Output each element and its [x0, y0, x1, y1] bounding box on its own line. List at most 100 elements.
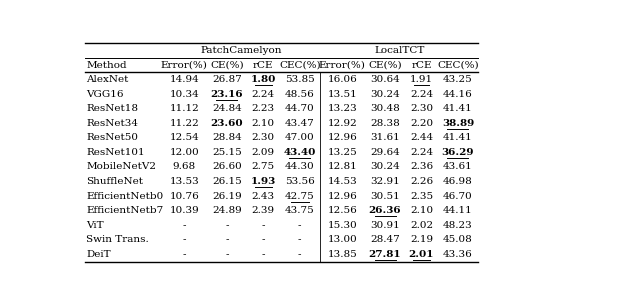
Text: 2.10: 2.10 — [410, 206, 433, 215]
Text: 30.24: 30.24 — [370, 90, 400, 99]
Text: Error(%): Error(%) — [319, 60, 366, 70]
Text: -: - — [298, 221, 301, 230]
Text: -: - — [262, 235, 265, 244]
Text: 26.87: 26.87 — [212, 75, 242, 84]
Text: 2.19: 2.19 — [410, 235, 433, 244]
Text: 14.53: 14.53 — [328, 177, 357, 186]
Text: -: - — [225, 221, 228, 230]
Text: 32.91: 32.91 — [370, 177, 400, 186]
Text: 47.00: 47.00 — [285, 133, 315, 142]
Text: 11.12: 11.12 — [170, 104, 199, 113]
Text: 43.61: 43.61 — [443, 163, 473, 171]
Text: 2.01: 2.01 — [409, 250, 435, 259]
Text: rCE: rCE — [253, 60, 273, 70]
Text: 23.16: 23.16 — [211, 90, 243, 99]
Text: -: - — [225, 235, 228, 244]
Text: ResNet34: ResNet34 — [86, 119, 138, 128]
Text: 31.61: 31.61 — [370, 133, 400, 142]
Text: -: - — [182, 235, 186, 244]
Text: 53.56: 53.56 — [285, 177, 315, 186]
Text: 28.38: 28.38 — [370, 119, 400, 128]
Text: CE(%): CE(%) — [210, 60, 244, 70]
Text: 36.29: 36.29 — [442, 148, 474, 157]
Text: 28.47: 28.47 — [370, 235, 400, 244]
Text: ResNet101: ResNet101 — [86, 148, 145, 157]
Text: LocalTCT: LocalTCT — [374, 46, 424, 55]
Text: 10.39: 10.39 — [170, 206, 199, 215]
Text: EfficientNetb7: EfficientNetb7 — [86, 206, 164, 215]
Text: 12.54: 12.54 — [170, 133, 199, 142]
Text: CEC(%): CEC(%) — [437, 60, 479, 70]
Text: 43.40: 43.40 — [284, 148, 316, 157]
Text: -: - — [262, 250, 265, 259]
Text: -: - — [182, 221, 186, 230]
Text: 30.64: 30.64 — [370, 75, 400, 84]
Text: Swin Trans.: Swin Trans. — [86, 235, 149, 244]
Text: 2.24: 2.24 — [410, 90, 433, 99]
Text: 43.75: 43.75 — [285, 206, 315, 215]
Text: 30.91: 30.91 — [370, 221, 400, 230]
Text: ResNet18: ResNet18 — [86, 104, 138, 113]
Text: Error(%): Error(%) — [161, 60, 207, 70]
Text: 25.15: 25.15 — [212, 148, 242, 157]
Text: 23.60: 23.60 — [211, 119, 243, 128]
Text: 38.89: 38.89 — [442, 119, 474, 128]
Text: 2.39: 2.39 — [252, 206, 275, 215]
Text: 48.23: 48.23 — [443, 221, 473, 230]
Text: 12.92: 12.92 — [328, 119, 357, 128]
Text: 2.30: 2.30 — [252, 133, 275, 142]
Text: ShuffleNet: ShuffleNet — [86, 177, 143, 186]
Text: 12.56: 12.56 — [328, 206, 357, 215]
Text: 2.24: 2.24 — [252, 90, 275, 99]
Text: -: - — [298, 250, 301, 259]
Text: 2.36: 2.36 — [410, 163, 433, 171]
Text: -: - — [298, 235, 301, 244]
Text: 2.26: 2.26 — [410, 177, 433, 186]
Text: 45.08: 45.08 — [443, 235, 473, 244]
Text: 30.51: 30.51 — [370, 192, 400, 201]
Text: -: - — [225, 250, 228, 259]
Text: 26.36: 26.36 — [369, 206, 401, 215]
Text: 12.00: 12.00 — [170, 148, 199, 157]
Text: 48.56: 48.56 — [285, 90, 315, 99]
Text: 1.80: 1.80 — [251, 75, 276, 84]
Text: 10.34: 10.34 — [170, 90, 199, 99]
Text: 30.48: 30.48 — [370, 104, 400, 113]
Text: 13.25: 13.25 — [328, 148, 357, 157]
Text: 10.76: 10.76 — [170, 192, 199, 201]
Text: 41.41: 41.41 — [443, 133, 473, 142]
Text: 12.96: 12.96 — [328, 192, 357, 201]
Text: 44.30: 44.30 — [285, 163, 315, 171]
Text: 28.84: 28.84 — [212, 133, 242, 142]
Text: PatchCamelyon: PatchCamelyon — [200, 46, 282, 55]
Text: 16.06: 16.06 — [328, 75, 357, 84]
Text: 43.36: 43.36 — [443, 250, 473, 259]
Text: 13.51: 13.51 — [328, 90, 357, 99]
Text: ResNet50: ResNet50 — [86, 133, 138, 142]
Text: 2.35: 2.35 — [410, 192, 433, 201]
Text: 14.94: 14.94 — [170, 75, 199, 84]
Text: 13.23: 13.23 — [328, 104, 357, 113]
Text: 26.19: 26.19 — [212, 192, 242, 201]
Text: 2.44: 2.44 — [410, 133, 433, 142]
Text: 13.53: 13.53 — [170, 177, 199, 186]
Text: 1.93: 1.93 — [251, 177, 276, 186]
Text: 41.41: 41.41 — [443, 104, 473, 113]
Text: 2.24: 2.24 — [410, 148, 433, 157]
Text: 44.16: 44.16 — [443, 90, 473, 99]
Text: 24.84: 24.84 — [212, 104, 242, 113]
Text: 30.24: 30.24 — [370, 163, 400, 171]
Text: 2.23: 2.23 — [252, 104, 275, 113]
Text: EfficientNetb0: EfficientNetb0 — [86, 192, 164, 201]
Text: Method: Method — [86, 60, 127, 70]
Text: 46.70: 46.70 — [443, 192, 473, 201]
Text: ViT: ViT — [86, 221, 104, 230]
Text: 44.11: 44.11 — [443, 206, 473, 215]
Text: CE(%): CE(%) — [368, 60, 402, 70]
Text: 43.47: 43.47 — [285, 119, 315, 128]
Text: 53.85: 53.85 — [285, 75, 315, 84]
Text: 2.02: 2.02 — [410, 221, 433, 230]
Text: CEC(%): CEC(%) — [279, 60, 321, 70]
Text: 44.70: 44.70 — [285, 104, 315, 113]
Text: 2.10: 2.10 — [252, 119, 275, 128]
